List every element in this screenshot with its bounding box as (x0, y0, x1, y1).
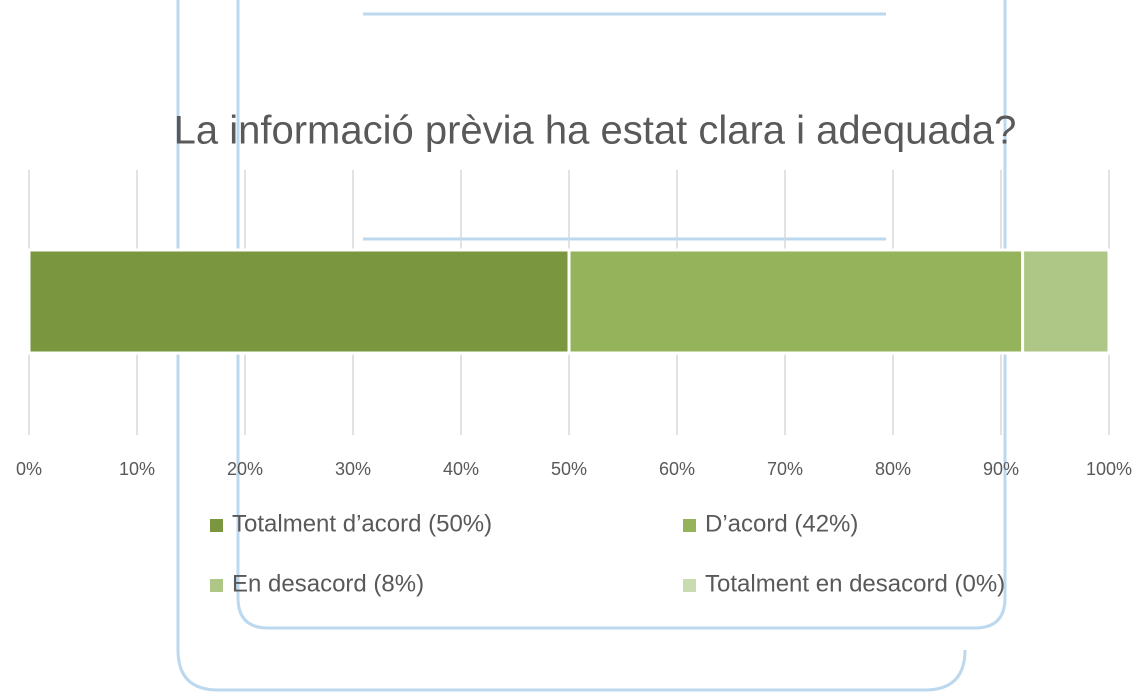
x-tick-label: 10% (119, 459, 155, 479)
legend-marker (210, 519, 223, 532)
legend-marker (683, 519, 696, 532)
bar-segment (27, 248, 571, 355)
legend-label: Totalment d’acord (50%) (232, 510, 492, 537)
chart-title: La informació prèvia ha estat clara i ad… (174, 109, 1017, 153)
x-tick-label: 80% (875, 459, 911, 479)
x-tick-label: 70% (767, 459, 803, 479)
legend-label: En desacord (8%) (232, 570, 424, 597)
decoration (176, 0, 1007, 692)
x-tick-label: 50% (551, 459, 587, 479)
legend-marker (683, 579, 696, 592)
x-tick-label: 30% (335, 459, 371, 479)
legend-marker (210, 579, 223, 592)
legend-label: Totalment en desacord (0%) (705, 570, 1005, 597)
bar-segment (567, 248, 1025, 355)
x-tick-label: 40% (443, 459, 479, 479)
x-tick-label: 90% (983, 459, 1019, 479)
x-tick-label: 0% (16, 459, 42, 479)
x-tick-label: 100% (1086, 459, 1132, 479)
frame-line (176, 0, 967, 692)
frame-line (236, 0, 1007, 630)
bar-segment (1021, 248, 1111, 355)
legend-label: D’acord (42%) (705, 510, 858, 537)
x-tick-label: 20% (227, 459, 263, 479)
x-tick-label: 60% (659, 459, 695, 479)
